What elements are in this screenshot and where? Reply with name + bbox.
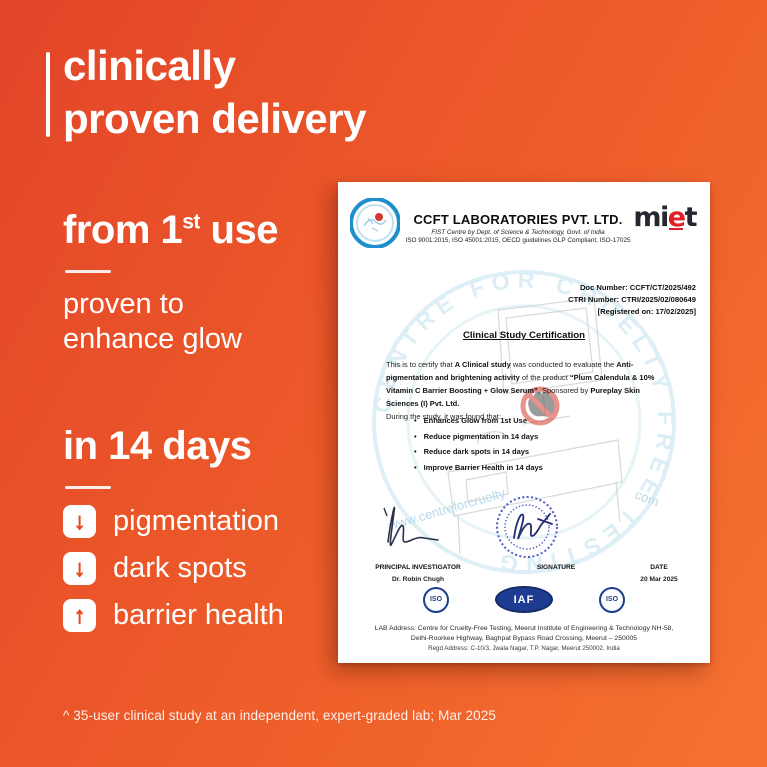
signature-stamp [496,496,558,558]
pi-name: Dr. Robin Chugh [391,575,444,583]
benefit-dark-spots: ↓ dark spots [63,552,284,585]
pi-label: PRINCIPAL INVESTIGATOR [375,564,461,571]
bullet-dot: • [414,431,417,441]
ccft-lab-logo [350,198,400,248]
miet-logo-e: e [667,202,686,233]
body-segment: of the product [519,373,570,382]
finding-text: Enhances Glow from 1st Use [423,416,528,425]
ordinal-superscript: st [182,210,200,234]
claim-first-use-title-tail: use [199,208,279,252]
body-segment: Anti-pigmentation and brightening activi… [386,360,634,382]
claim-first-use-title-text: from 1 [63,208,183,252]
lab-address-block: LAB Address: Centre for Cruelty-Free Tes… [338,624,710,652]
study-footnote: ^ 35-user clinical study at an independe… [63,708,496,723]
arrow-down-icon: ↓ [63,505,96,538]
watermark-url-right: com [633,487,661,509]
findings-list: • Enhances Glow from 1st Use • Reduce pigm… [414,416,543,478]
lab-accreditations: ISO 9001:2015, ISO 45001:2015, OECD guid… [405,237,631,244]
iso-seal-icon: ISO [599,586,625,613]
headline: clinically proven delivery [63,40,366,146]
subtitle-line1: proven to [63,288,184,320]
finding-item: • Reduce dark spots in 14 days [414,447,543,456]
divider [65,486,111,489]
lab-address-line2: Delhi-Roorkee Highway, Baghpat Bypass Ro… [410,635,638,643]
certificate-body: This is to certify that A Clinical study… [386,358,670,423]
arrow-up-icon: ↑ [63,599,96,632]
certificate-header: CCFT LABORATORIES PVT. LTD. FIST Centre … [404,212,632,244]
body-segment: was conducted to evaluate the [510,360,617,369]
study-intro: During the study, it was found that: [386,412,501,421]
body-segment: , Sponsored by [537,386,591,395]
miet-logo-mi: mi [633,202,669,233]
benefit-pigmentation: ↓ pigmentation [63,505,284,538]
certificate-title: Clinical Study Certification [462,330,586,341]
claim-first-use: from 1st use proven to enhance glow [63,208,278,357]
claim-first-use-title: from 1st use [63,208,278,253]
signature-label: SIGNATURE [536,564,576,571]
benefit-label: pigmentation [113,505,280,537]
bullet-dot: • [414,447,417,456]
investigator-signature [383,506,439,546]
miet-logo: miet [633,202,698,233]
arrow-down-icon: ↓ [63,552,96,585]
date-label: DATE [650,564,668,571]
bullet-dot: • [414,416,417,425]
benefit-label: barrier health [113,599,284,631]
body-segment: This is to certify that [386,360,455,369]
document-numbers: Doc Number: CCFT/CT/2025/492 CTRI Number… [568,282,696,317]
miet-logo-t: t [684,202,698,233]
body-segment: “Plum Calendula & 10% Vitamin C Barrier … [386,373,655,395]
lab-tagline: FIST Centre by Dept. of Science & Techno… [431,229,605,236]
claim-14-days: in 14 days ↓ pigmentation ↓ dark spots ↑… [63,424,284,646]
benefit-label: dark spots [113,552,247,584]
regd-address: Regd Address: C-10/3, Jwala Nagar, T.P. … [428,645,620,653]
headline-line1: clinically [63,42,236,89]
finding-text: Reduce dark spots in 14 days [423,447,530,456]
ctri-number: CTRI Number: CTRI/2025/02/080649 [568,294,696,304]
benefit-barrier-health: ↑ barrier health [63,599,284,632]
headline-line2: proven delivery [63,94,366,142]
finding-text: Reduce pigmentation in 14 days [423,431,539,441]
date-value: 20 Mar 2025 [640,575,678,583]
doc-number: Doc Number: CCFT/CT/2025/492 [579,283,696,292]
iso-seal-icon: ISO [423,586,449,613]
claim-first-use-subtitle: proven to enhance glow [63,287,278,357]
date-block: DATE 20 Mar 2025 [620,562,698,586]
bullet-dot: • [414,462,417,472]
clinical-certificate: CENTRE FOR CRUELTY FREE TESTING www.cent… [338,182,710,663]
finding-item: • Enhances Glow from 1st Use [414,416,543,425]
body-segment: Pureplay Skin Sciences (I) Pvt. Ltd. [386,386,640,408]
certification-paragraph: This is to certify that A Clinical study… [386,358,670,410]
headline-accent-bar [46,52,50,137]
finding-item: • Improve Barrier Health in 14 days [414,463,543,472]
lab-name: CCFT LABORATORIES PVT. LTD. [413,212,623,227]
finding-item: • Reduce pigmentation in 14 days [414,432,543,441]
claim-14-days-title: in 14 days [63,424,252,468]
lab-address-line1: LAB Address: Centre for Cruelty-Free Tes… [374,625,674,632]
registered-on: [Registered on: 17/02/2025] [597,306,696,316]
finding-text: Improve Barrier Health in 14 days [423,462,543,472]
benefit-list: ↓ pigmentation ↓ dark spots ↑ barrier he… [63,505,284,632]
accreditation-seals: ISO IAF ISO [338,586,710,613]
subtitle-line2: enhance glow [63,323,242,356]
iaf-seal-icon: IAF [495,586,553,613]
body-segment: A Clinical study [454,360,511,369]
divider [65,270,111,273]
principal-investigator-block: PRINCIPAL INVESTIGATOR Dr. Robin Chugh [348,562,488,586]
